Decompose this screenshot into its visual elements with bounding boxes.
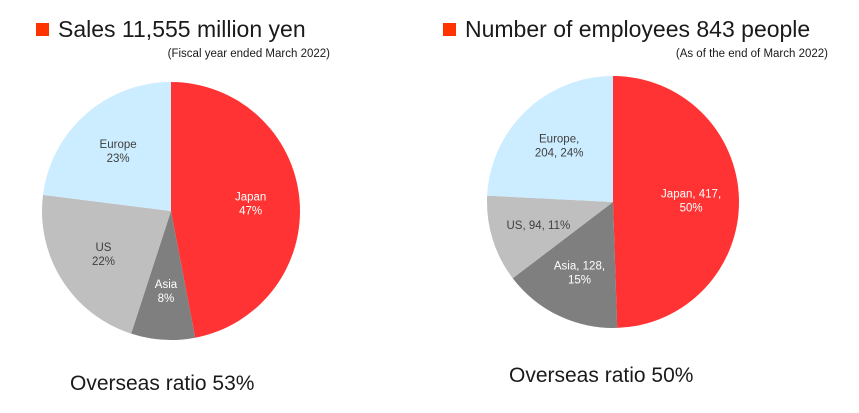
slice-label-line: 47% [239, 205, 262, 217]
sales-chart-title: Sales 11,555 million yen [58, 16, 306, 42]
slice-label-japan: Japan 47% [235, 191, 266, 217]
slice-label-line: 22% [92, 256, 115, 268]
employees-chart-title: Number of employees 843 people [465, 16, 811, 42]
pie-slice-europe [43, 82, 171, 211]
slice-label-line: Japan, 417, [661, 189, 721, 201]
slice-label-line: 204, 24% [535, 147, 584, 159]
bullet-square-icon [36, 22, 49, 36]
pie-slice-japan [171, 82, 300, 338]
employees-title-row: Number of employees 843 people [443, 16, 810, 42]
pie-slice-asia [512, 202, 618, 328]
slice-label-line: 8% [158, 293, 175, 305]
slice-label-japan: Japan, 417, 50% [661, 189, 721, 215]
pie-slice-us [42, 194, 172, 334]
slice-label-line: Asia [155, 279, 178, 291]
slice-label-asia: Asia, 128, 15% [554, 261, 605, 287]
sales-pie-chart: Japan 47% Asia 8% US 22% Europe 23% [42, 82, 300, 340]
slice-label-europe: Europe, 204, 24% [535, 133, 584, 159]
bullet-square-icon [443, 22, 456, 36]
slice-label-line: 23% [107, 153, 130, 165]
pie-slice-asia [131, 211, 196, 340]
slice-label-line: Europe, [539, 133, 579, 145]
slice-label-line: Asia, 128, [554, 261, 605, 273]
slice-label-line: Europe [100, 139, 137, 151]
slice-label-us: US 22% [92, 242, 115, 268]
sales-chart-panel: Sales 11,555 million yen (Fiscal year en… [0, 0, 429, 413]
pie-slice-europe [487, 76, 613, 202]
slice-label-us: US, 94, 11% [507, 220, 571, 232]
employees-chart-panel: Number of employees 843 people (As of th… [429, 0, 859, 413]
sales-title-row: Sales 11,555 million yen [36, 16, 306, 42]
employees-chart-subtitle: (As of the end of March 2022) [675, 48, 828, 60]
slice-label-line: Japan [235, 191, 266, 203]
slice-label-line: US [95, 242, 111, 254]
pie-slice-us [487, 195, 613, 279]
slice-label-europe: Europe 23% [100, 139, 137, 165]
sales-chart-subtitle: (Fiscal year ended March 2022) [167, 48, 330, 60]
employees-overseas-ratio: Overseas ratio 50% [509, 364, 694, 387]
slice-label-line: 50% [680, 203, 703, 215]
employees-pie-chart: Japan, 417, 50% Asia, 128, 15% US, 94, 11% Eu… [487, 76, 739, 328]
sales-overseas-ratio: Overseas ratio 53% [70, 372, 255, 395]
slice-label-line: 15% [568, 275, 591, 287]
pie-slice-japan [613, 76, 739, 328]
slice-label-line: US, 94, 11% [507, 220, 571, 232]
slice-label-asia: Asia 8% [155, 279, 178, 305]
